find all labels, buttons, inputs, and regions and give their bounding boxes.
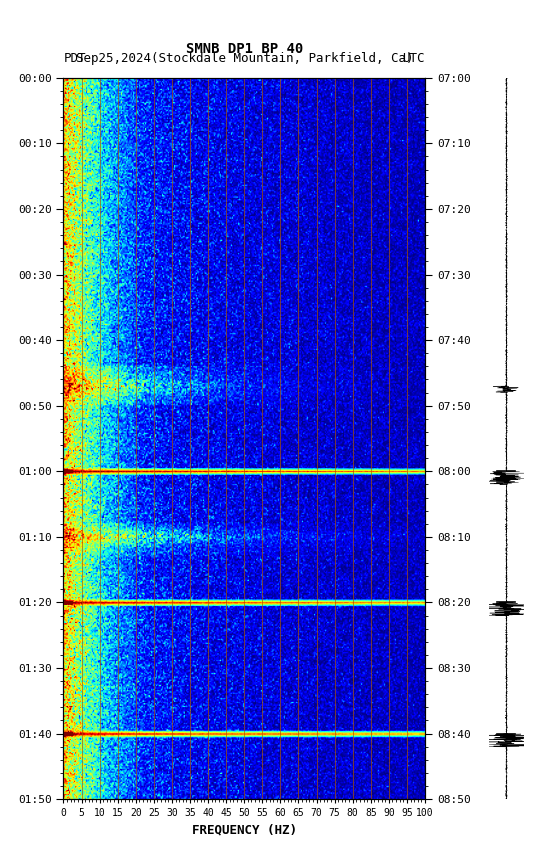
X-axis label: FREQUENCY (HZ): FREQUENCY (HZ): [192, 823, 297, 836]
Title: SMNB DP1 BP 40: SMNB DP1 BP 40: [185, 41, 303, 56]
Text: UTC: UTC: [402, 52, 425, 65]
Text: PDT: PDT: [63, 52, 86, 65]
Text: Sep25,2024(Stockdale Mountain, Parkfield, Ca): Sep25,2024(Stockdale Mountain, Parkfield…: [76, 52, 413, 65]
